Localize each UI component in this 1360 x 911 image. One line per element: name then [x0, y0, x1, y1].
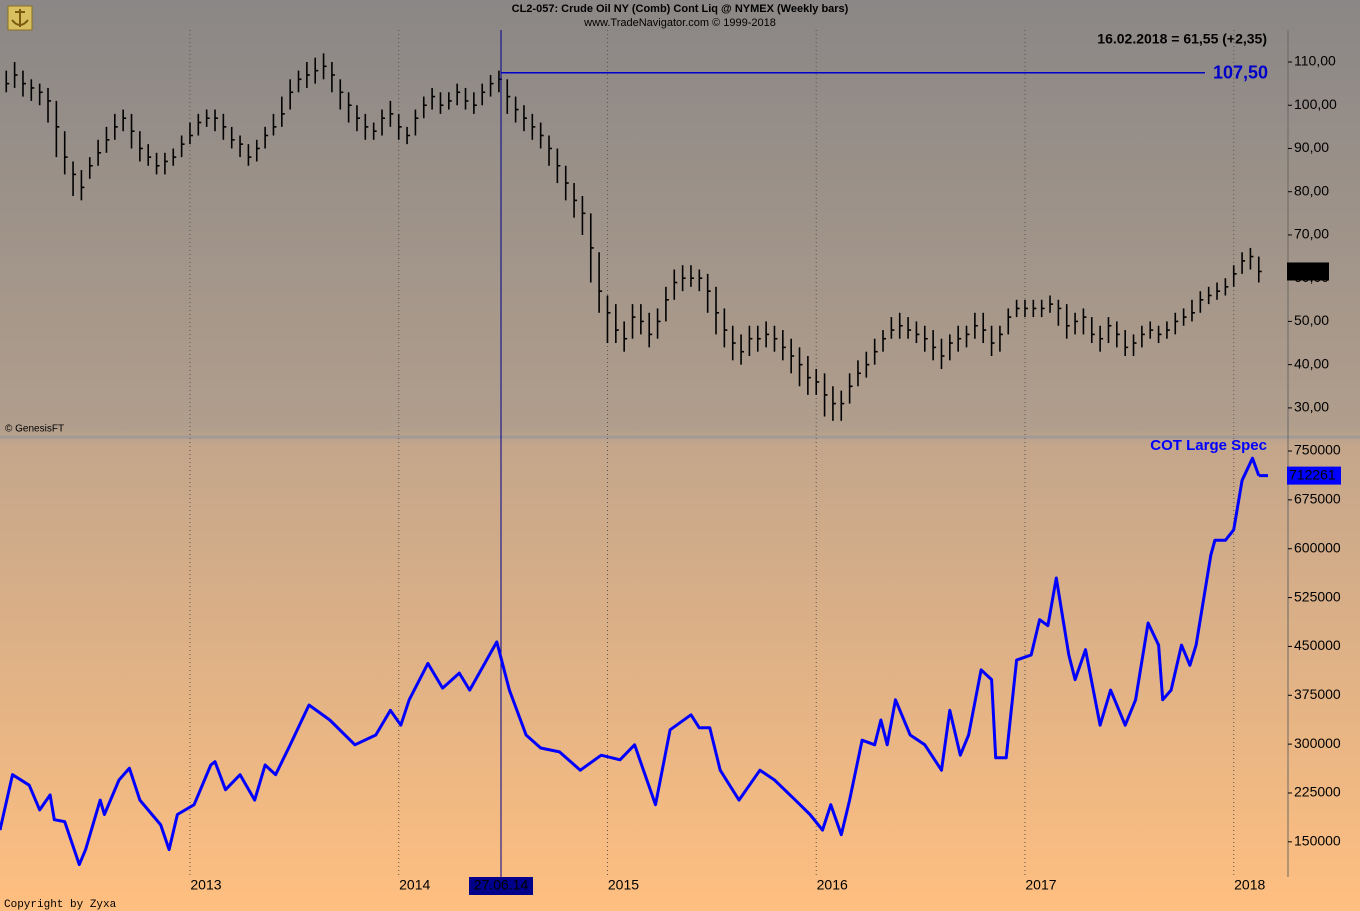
x-tick-label: 2013 [190, 877, 221, 893]
y-tick-label: 600000 [1294, 539, 1341, 555]
last-value-label: 712261 [1289, 466, 1336, 482]
marker-date-box [469, 877, 534, 895]
y-tick-label: 375000 [1294, 686, 1341, 702]
x-tick-label: 2017 [1025, 877, 1056, 893]
y-tick-label: 90,00 [1294, 139, 1329, 155]
legend-label: COT Large Spec [1150, 437, 1267, 454]
x-tick-label: 2018 [1234, 877, 1265, 893]
y-tick-label: 300000 [1294, 735, 1341, 751]
y-tick-label: 70,00 [1294, 226, 1329, 242]
price-bars [5, 53, 1262, 421]
last-value-label: 61,55 [1289, 262, 1324, 278]
y-tick-label: 450000 [1294, 637, 1341, 653]
y-tick-label: 150000 [1294, 833, 1341, 849]
level-label: 107,50 [1213, 63, 1268, 83]
y-tick-label: 30,00 [1294, 399, 1329, 415]
y-tick-label: 525000 [1294, 588, 1341, 604]
y-tick-label: 40,00 [1294, 355, 1329, 371]
y-tick-label: 80,00 [1294, 182, 1329, 198]
logo [7, 5, 33, 31]
chart-title: CL2-057: Crude Oil NY (Comb) Cont Liq @ … [512, 3, 849, 15]
price-annotation: 16.02.2018 = 61,55 (+2,35) [1097, 31, 1267, 47]
y-tick-label: 750000 [1294, 442, 1341, 458]
chart-subtitle: www.TradeNavigator.com © 1999-2018 [583, 17, 776, 29]
y-tick-label: 110,00 [1294, 53, 1336, 69]
x-tick-label: 2016 [817, 877, 848, 893]
y-tick-label: 675000 [1294, 491, 1341, 507]
y-tick-label: 50,00 [1294, 312, 1329, 328]
footer: Copyright by Zyxa [4, 899, 117, 911]
x-tick-label: 2015 [608, 877, 639, 893]
y-tick-label: 225000 [1294, 784, 1341, 800]
last-value-box [1287, 466, 1341, 485]
series-line [0, 456, 1261, 867]
y-tick-label: 100,00 [1294, 96, 1337, 112]
last-value-box [1287, 262, 1329, 281]
marker-date-label: 27.06.14 [474, 877, 529, 893]
x-tick-label: 2014 [399, 877, 430, 893]
source-note: © GenesisFT [5, 424, 64, 435]
